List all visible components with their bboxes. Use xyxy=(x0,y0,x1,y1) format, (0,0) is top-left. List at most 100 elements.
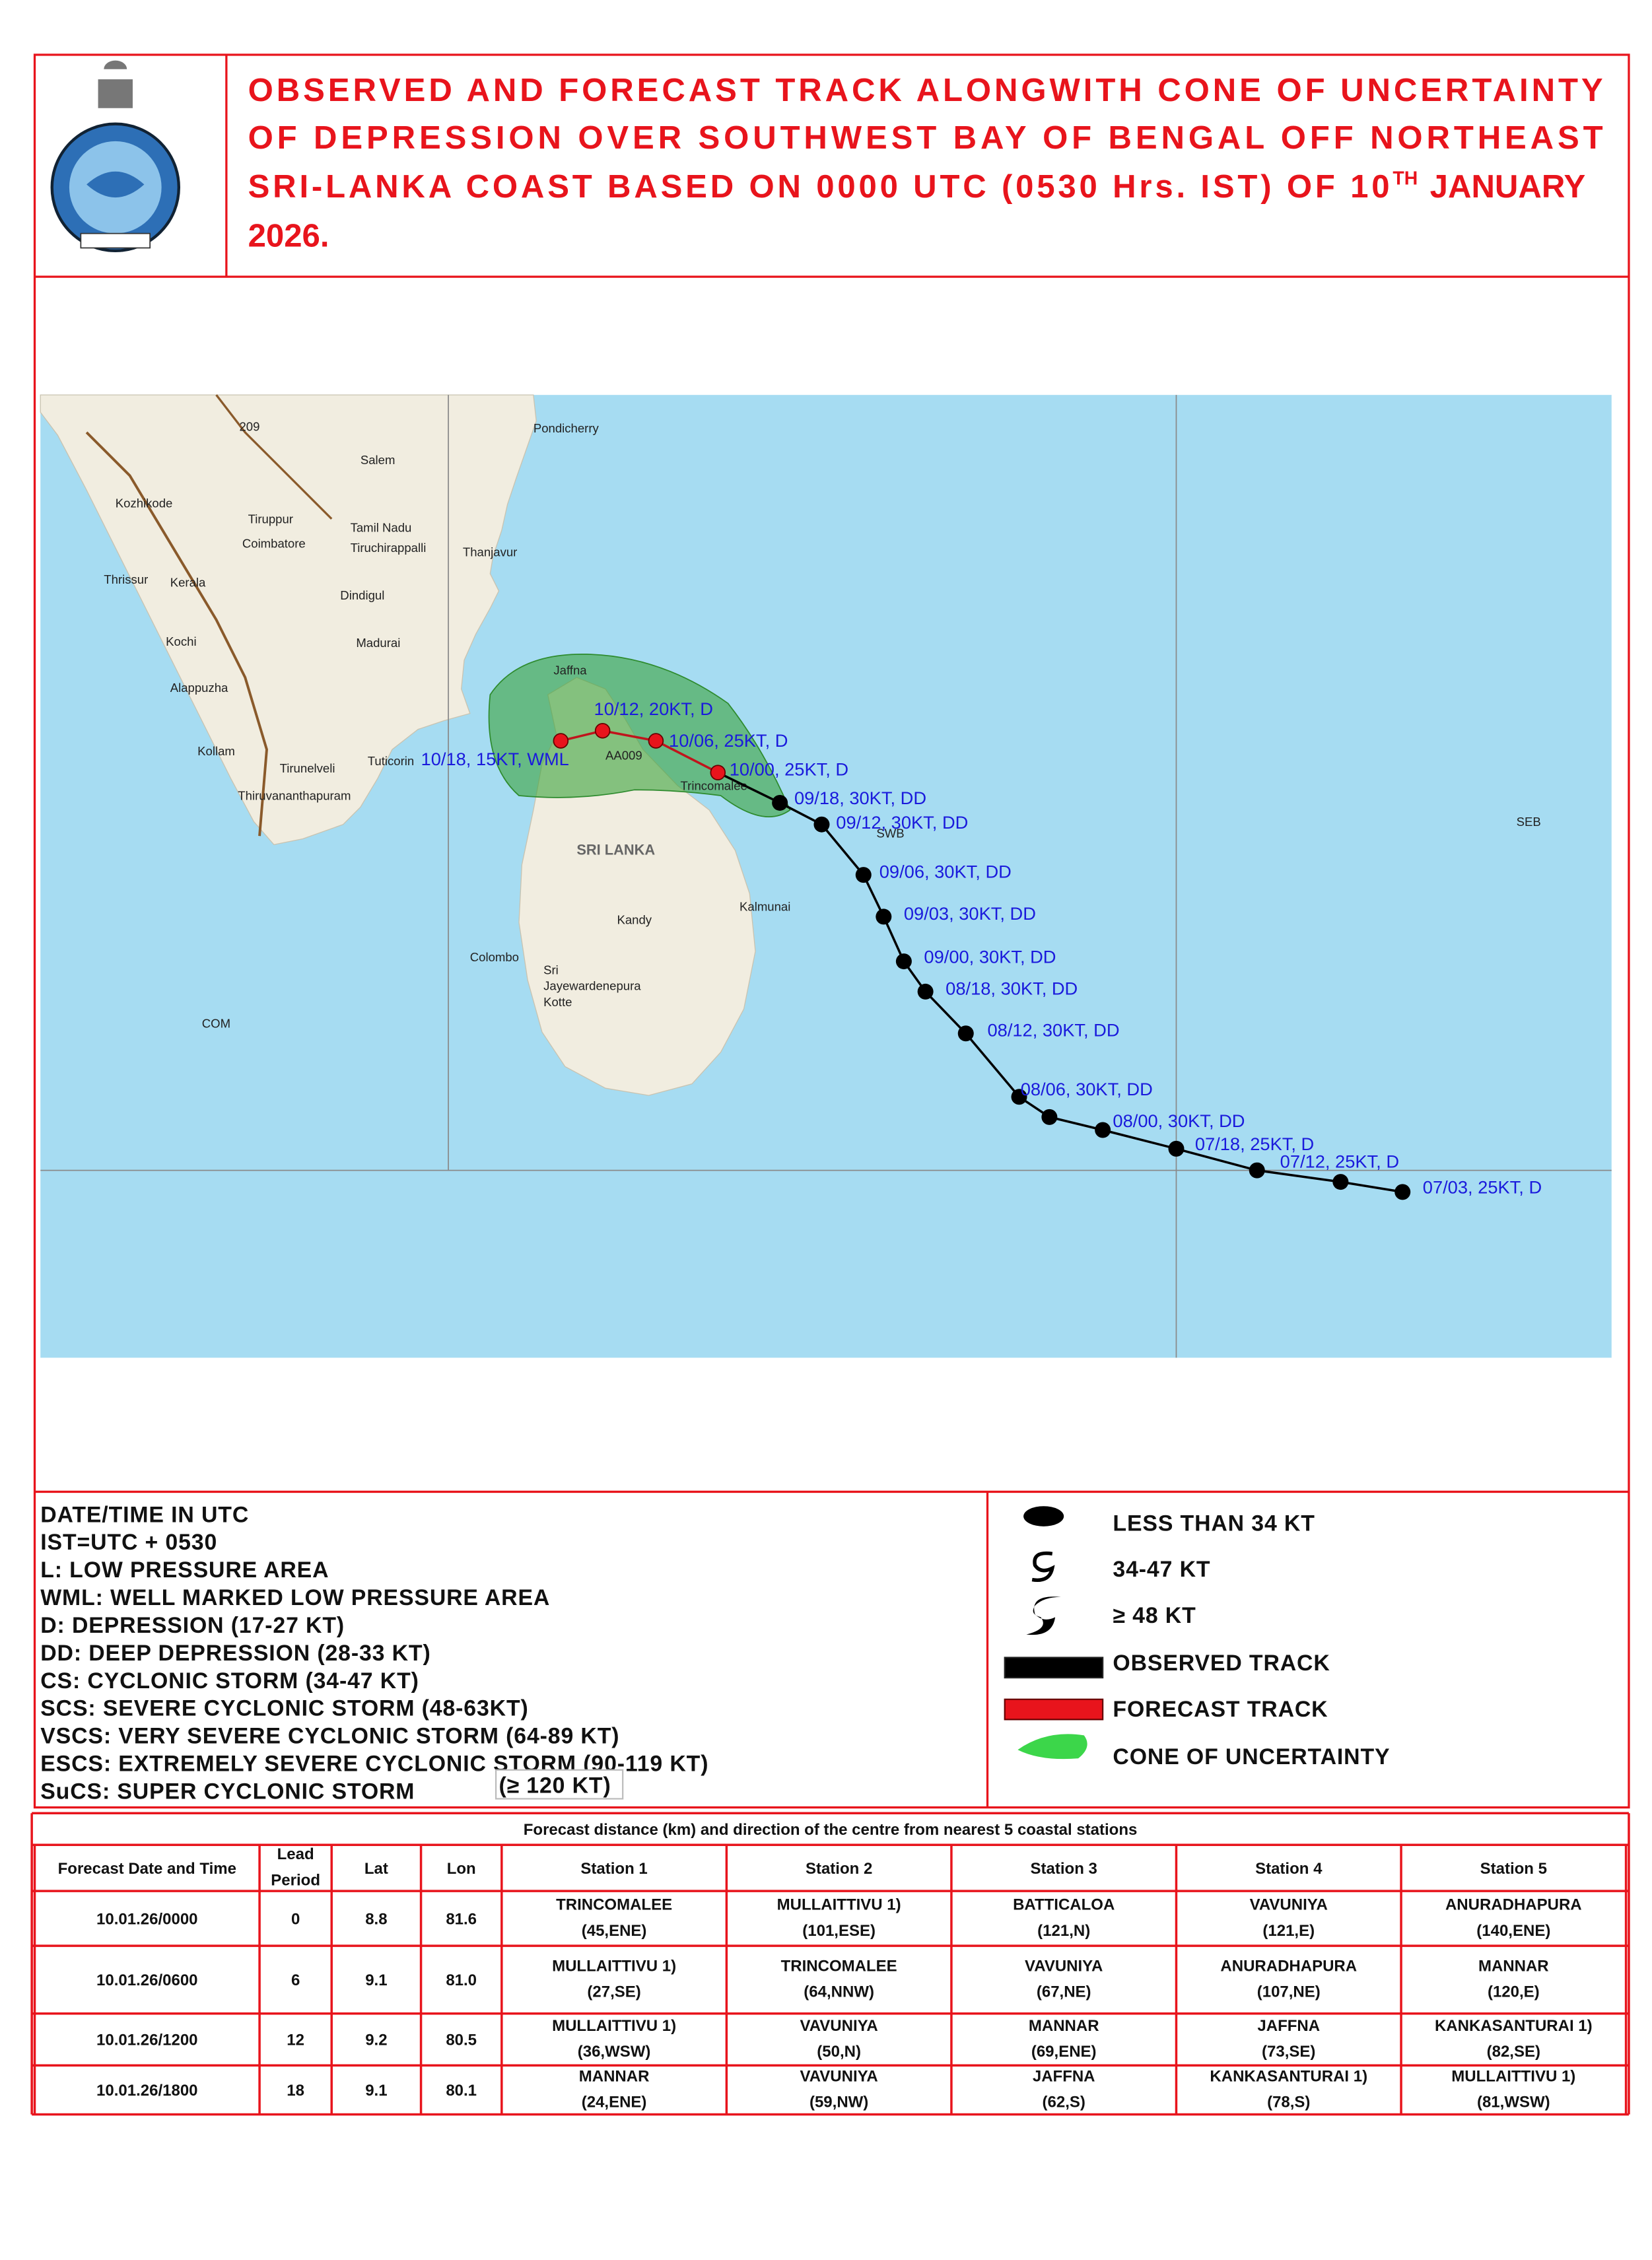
table-header: Station 4 xyxy=(1255,1860,1323,1878)
table-cell: (50,N) xyxy=(817,2043,861,2061)
place-label: Kandy xyxy=(617,912,652,926)
table-cell: (59,NW) xyxy=(809,2094,868,2111)
table-cell: (62,S) xyxy=(1043,2094,1085,2111)
track-label: 08/12, 30KT, DD xyxy=(988,1020,1120,1041)
place-label: Madurai xyxy=(356,636,400,650)
place-label: Thanjavur xyxy=(463,545,517,559)
table-cell: (27,SE) xyxy=(587,1983,640,2001)
observed-point xyxy=(1041,1109,1058,1125)
table-cell: (69,ENE) xyxy=(1031,2043,1097,2061)
table-cell: (81,WSW) xyxy=(1477,2094,1550,2111)
legend-definition: L: LOW PRESSURE AREA xyxy=(40,1558,329,1583)
table-cell: 10.01.26/1200 xyxy=(96,2032,197,2049)
state-boundary xyxy=(215,394,333,520)
forecast-table: Forecast distance (km) and direction of … xyxy=(30,1812,1630,2116)
table-cell: 80.5 xyxy=(446,2032,477,2049)
table-cell: TRINCOMALEE xyxy=(556,1896,672,1914)
logo-ribbon xyxy=(80,232,151,249)
sucs-box xyxy=(495,1769,624,1800)
table-cell: MULLAITTIVU 1) xyxy=(1451,2067,1575,2085)
symbol-scs xyxy=(1026,1596,1061,1635)
table-cell: 6 xyxy=(291,1971,300,1989)
legend-definition: D: DEPRESSION (17-27 KT) xyxy=(40,1613,345,1638)
title-line: OBSERVED AND FORECAST TRACK ALONGWITH CO… xyxy=(248,73,1603,108)
place-label: Jaffna xyxy=(553,664,587,677)
forecast-point xyxy=(710,765,726,780)
title-superscript: TH xyxy=(1393,168,1418,189)
table-cell: MANNAR xyxy=(1029,2017,1099,2035)
observed-point xyxy=(772,794,788,811)
title-line: 2026. xyxy=(248,218,329,254)
place-label: Trincomalee xyxy=(681,778,747,792)
table-cell: (107,NE) xyxy=(1257,1983,1321,2001)
table-cell: (101,ESE) xyxy=(802,1922,876,1940)
place-label: Kochi xyxy=(166,634,196,648)
observed-point xyxy=(917,983,934,1000)
table-cell: ANURADHAPURA xyxy=(1220,1957,1357,1975)
symbol-observed xyxy=(1004,1657,1104,1679)
observed-point xyxy=(895,953,912,970)
legend-symbol-label: LESS THAN 34 KT xyxy=(1113,1511,1315,1536)
track-label: 07/12, 25KT, D xyxy=(1280,1151,1399,1171)
place-label: Coimbatore xyxy=(242,537,306,551)
symbol-cs xyxy=(1031,1551,1055,1583)
place-label: SRI LANKA xyxy=(576,842,655,858)
emblem xyxy=(98,60,133,108)
forecast-point xyxy=(553,733,569,749)
table-cell: 9.1 xyxy=(365,1971,387,1989)
table-cell: 81.6 xyxy=(446,1910,477,1928)
table-cell: (64,NNW) xyxy=(804,1983,874,2001)
forecast-point xyxy=(648,733,664,749)
place-label: SEB xyxy=(1517,815,1541,829)
table-cell: (78,S) xyxy=(1267,2094,1310,2111)
track-label: 09/03, 30KT, DD xyxy=(904,903,1036,924)
observed-point xyxy=(1095,1122,1111,1138)
table-cell: 12 xyxy=(287,2032,304,2049)
legend: DATE/TIME IN UTC IST=UTC + 0530 L: LOW PRE… xyxy=(40,1502,1389,1804)
observed-point xyxy=(1332,1174,1349,1190)
track-label: 08/06, 30KT, DD xyxy=(1021,1079,1153,1099)
observed-point xyxy=(855,867,872,883)
place-label: Dindigul xyxy=(340,588,384,602)
table-header: Lead xyxy=(277,1845,314,1863)
table-title: Forecast distance (km) and direction of … xyxy=(524,1821,1138,1839)
table-cell: (121,E) xyxy=(1262,1922,1315,1940)
place-label: Kollam xyxy=(197,744,235,758)
forecast-track xyxy=(560,730,719,774)
table-cell: VAVUNIYA xyxy=(800,2017,878,2035)
table-header: Station 5 xyxy=(1480,1860,1547,1878)
place-label: Tiruchirappalli xyxy=(351,541,427,555)
place-label: Salem xyxy=(361,453,396,467)
legend-symbol-label: OBSERVED TRACK xyxy=(1113,1651,1330,1676)
track-label: 08/18, 30KT, DD xyxy=(946,978,1078,998)
table-header: Lon xyxy=(447,1860,476,1878)
table-cell: (82,SE) xyxy=(1487,2043,1540,2061)
observed-point xyxy=(813,816,830,833)
track-label: 10/00, 25KT, D xyxy=(730,759,848,779)
place-label: Kalmunai xyxy=(740,900,790,914)
place-label: Tirunelveli xyxy=(280,761,335,775)
table-cell: JAFFNA xyxy=(1257,2017,1320,2035)
table-cell: 9.2 xyxy=(365,2032,387,2049)
place-label: Tamil Nadu xyxy=(351,521,412,535)
table-cell: VAVUNIYA xyxy=(1250,1896,1328,1914)
table-cell: VAVUNIYA xyxy=(800,2067,878,2085)
forecast-point xyxy=(594,723,611,739)
table-cell: MULLAITTIVU 1) xyxy=(552,1957,676,1975)
map: Pondicherry Salem Kozhikode Tiruppur Tamil N… xyxy=(40,394,1612,1358)
place-label: Kotte xyxy=(543,995,572,1009)
track-label: 09/12, 30KT, DD xyxy=(836,812,968,833)
table-cell: (73,SE) xyxy=(1262,2043,1315,2061)
table-cell: 81.0 xyxy=(446,1971,477,1989)
symbol-forecast xyxy=(1004,1698,1104,1721)
state-boundary xyxy=(85,431,268,837)
symbol-low xyxy=(1023,1506,1064,1526)
legend-definition: VSCS: VERY SEVERE CYCLONIC STORM (64-89 … xyxy=(40,1724,619,1749)
table-cell: 0 xyxy=(291,1910,300,1928)
outer-frame xyxy=(33,53,1630,1809)
legend-symbol-label: FORECAST TRACK xyxy=(1113,1697,1328,1722)
table-cell: 10.01.26/0600 xyxy=(96,1971,197,1989)
legend-definition: IST=UTC + 0530 xyxy=(40,1530,217,1555)
table-cell: MULLAITTIVU 1) xyxy=(552,2017,676,2035)
legend-definition: (≥ 120 KT) xyxy=(499,1773,611,1798)
